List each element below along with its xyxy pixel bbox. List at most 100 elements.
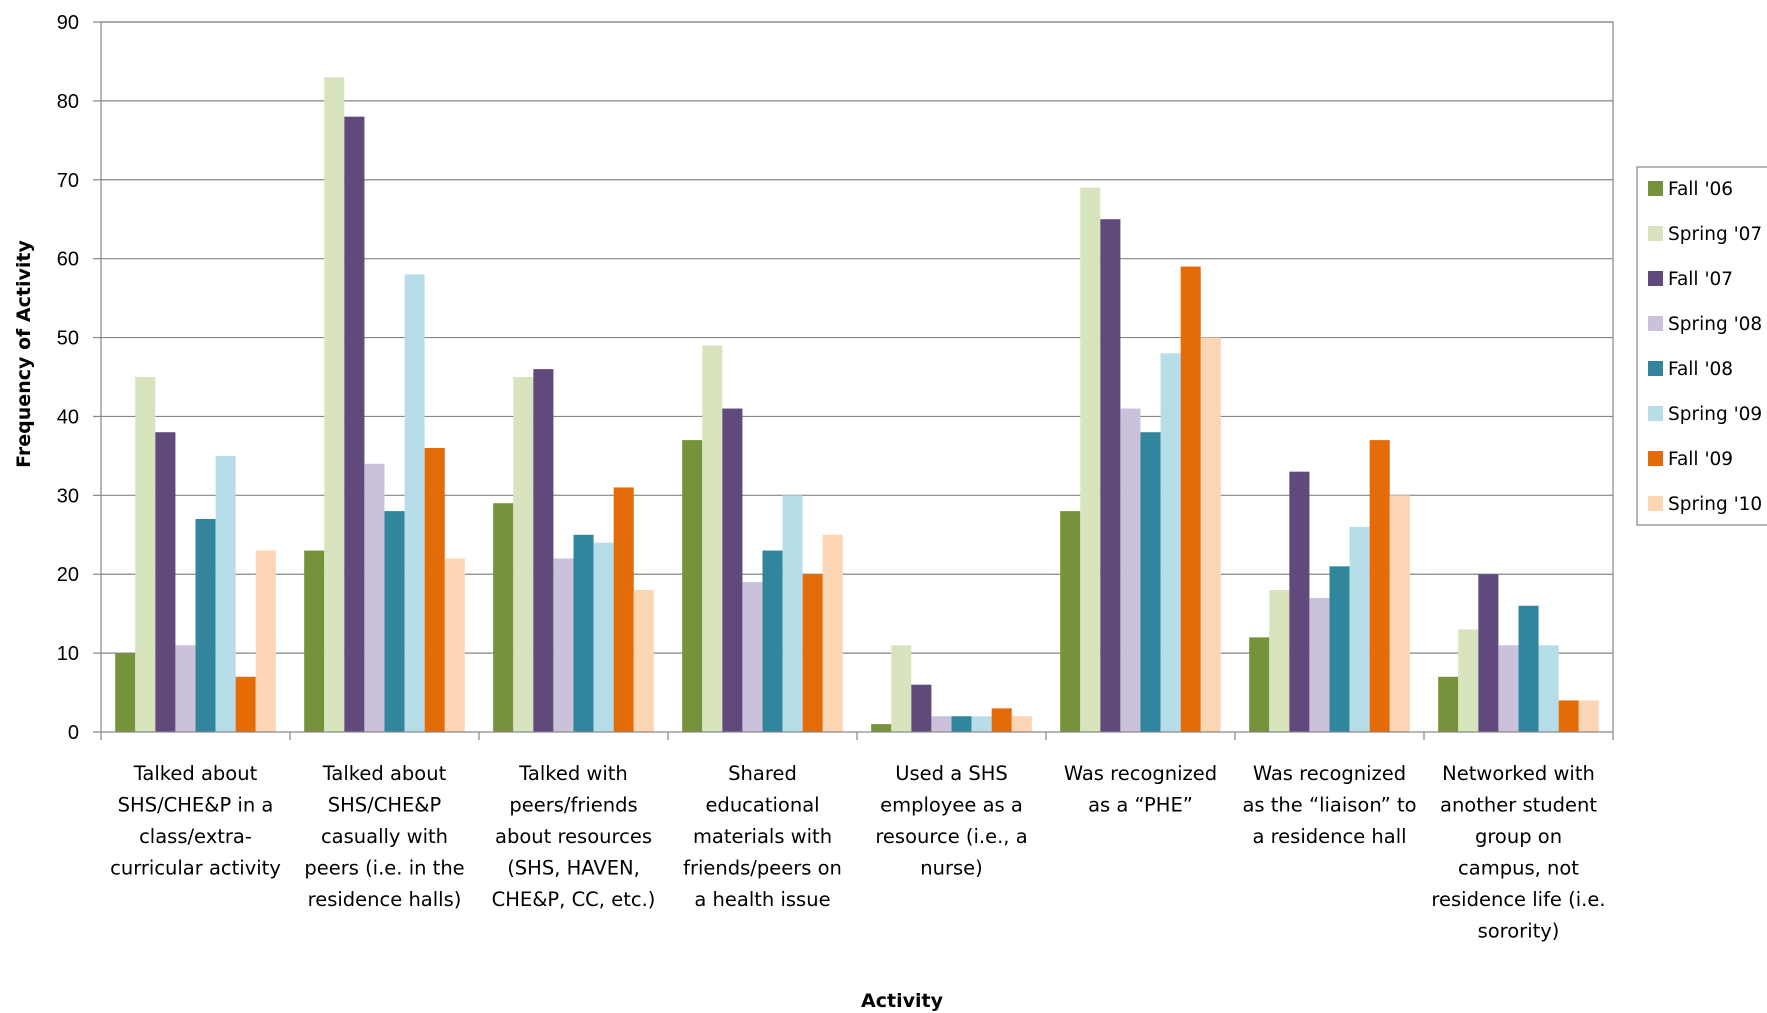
- bar: [971, 716, 992, 732]
- bar: [1011, 716, 1032, 732]
- bar: [255, 550, 276, 732]
- bar: [722, 408, 743, 732]
- bar: [1309, 597, 1330, 732]
- bar: [991, 708, 1012, 732]
- bar: [235, 676, 256, 732]
- bar: [742, 582, 763, 732]
- bar: [1160, 353, 1181, 732]
- bars: [115, 77, 1599, 732]
- legend-swatch: [1648, 406, 1663, 421]
- bar: [1558, 700, 1579, 732]
- y-tick-label: 80: [57, 91, 79, 113]
- y-tick-label: 60: [57, 249, 79, 271]
- bar: [1140, 432, 1161, 732]
- bar: [135, 377, 156, 732]
- x-category-label: Was recognized as a “PHE”: [1064, 762, 1217, 817]
- bar: [931, 716, 952, 732]
- y-tick-label: 40: [57, 406, 79, 428]
- bar: [702, 345, 723, 732]
- y-tick-label: 30: [57, 485, 79, 507]
- bar: [633, 590, 654, 732]
- legend-swatch: [1648, 226, 1663, 241]
- bar: [1060, 511, 1081, 732]
- bar: [1329, 566, 1350, 732]
- bar: [324, 77, 345, 732]
- legend-box: [1636, 166, 1767, 526]
- bar: [1100, 219, 1121, 732]
- bar: [404, 274, 425, 732]
- bar: [195, 519, 216, 732]
- legend-label: Spring '10: [1668, 494, 1762, 515]
- x-category-label: Shared educational materials with friends/p…: [683, 762, 842, 911]
- bar: [782, 495, 803, 732]
- x-category-label: Used a SHS employee as a resource (i.e., a…: [875, 762, 1027, 880]
- bar: [175, 645, 196, 732]
- x-axis-category-labels: Talked about SHS/CHE&P in a class/extra-cu…: [110, 762, 1605, 943]
- legend-label: Fall '06: [1668, 179, 1733, 200]
- bar: [951, 716, 972, 732]
- bar: [1438, 676, 1459, 732]
- bar: [1389, 495, 1410, 732]
- legend-label: Spring '09: [1668, 404, 1762, 425]
- y-tick-label: 10: [57, 643, 79, 665]
- x-category-label: Was recognized as the “liaison” to a resid…: [1242, 762, 1416, 848]
- bar: [1349, 526, 1370, 732]
- bar: [613, 487, 634, 732]
- legend-swatch: [1648, 361, 1663, 376]
- bar: [762, 550, 783, 732]
- x-category-label: Talked about SHS/CHE&P in a class/extra-cu…: [110, 762, 281, 880]
- bar: [1578, 700, 1599, 732]
- bar: [1498, 645, 1519, 732]
- bar: [215, 455, 236, 732]
- bar: [1518, 605, 1539, 732]
- legend-swatch: [1648, 271, 1663, 286]
- bar: [384, 511, 405, 732]
- bar: [493, 503, 514, 732]
- bar: [533, 369, 554, 732]
- legend-swatch: [1648, 451, 1663, 466]
- bar: [1269, 590, 1290, 732]
- bar: [1120, 408, 1141, 732]
- bar: [364, 463, 385, 732]
- bar: [822, 534, 843, 732]
- bar: [513, 377, 534, 732]
- legend-label: Spring '07: [1668, 224, 1762, 245]
- y-axis-tick-labels: 0 10 20 30 40 50 60 70 80 90: [57, 12, 79, 744]
- bar: [553, 558, 574, 732]
- x-axis-title: Activity: [861, 990, 944, 1012]
- legend-swatch: [1648, 181, 1663, 196]
- bar: [891, 645, 912, 732]
- bar: [1080, 187, 1101, 732]
- bar: [1478, 574, 1499, 732]
- legend: Fall '06 Spring '07 Fall '07 Spring '08 Fall…: [1636, 166, 1767, 526]
- bar: [1369, 440, 1390, 732]
- bar: [155, 432, 176, 732]
- legend-label: Spring '08: [1668, 314, 1762, 335]
- legend-label: Fall '09: [1668, 449, 1733, 470]
- y-tick-label: 70: [57, 170, 79, 192]
- bar: [1289, 471, 1310, 732]
- bar: [344, 116, 365, 732]
- legend-swatch: [1648, 316, 1663, 331]
- x-category-label: Networked with another student group on cam…: [1431, 762, 1605, 943]
- bar: [682, 440, 703, 732]
- legend-label: Fall '08: [1668, 359, 1733, 380]
- bar: [444, 558, 465, 732]
- y-tick-label: 90: [57, 12, 79, 34]
- legend-label: Fall '07: [1668, 269, 1733, 290]
- axes: [100, 21, 1614, 740]
- legend-swatch: [1648, 496, 1663, 511]
- bar: [1249, 637, 1270, 732]
- bar: [424, 448, 445, 732]
- bar: [1458, 629, 1479, 732]
- bar: [1180, 266, 1201, 732]
- bar: [871, 724, 892, 732]
- x-category-label: Talked about SHS/CHE&P casually with peers …: [304, 762, 464, 911]
- y-axis-title: Frequency of Activity: [13, 240, 35, 468]
- bar: [1538, 645, 1559, 732]
- bar: [573, 534, 594, 732]
- bar: [593, 542, 614, 732]
- y-tick-label: 0: [68, 722, 79, 744]
